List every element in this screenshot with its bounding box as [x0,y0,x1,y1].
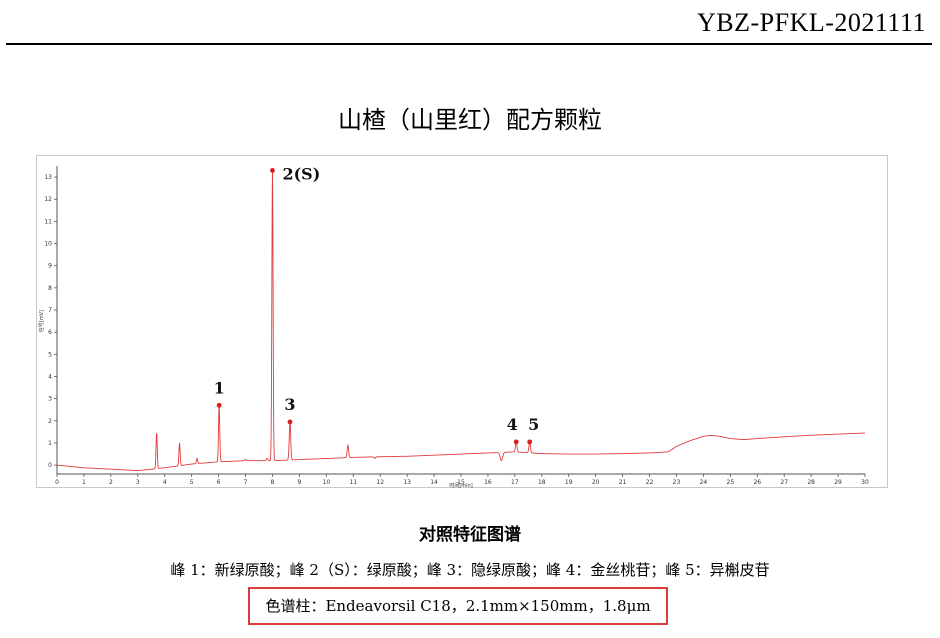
x-tick-label: 27 [780,479,788,486]
y-tick-label: 0 [48,462,52,469]
header-rule [6,43,932,45]
peak-identification-note: 峰 1：新绿原酸；峰 2（S）：绿原酸；峰 3：隐绿原酸；峰 4：金丝桃苷；峰 … [170,561,770,579]
peak-marker-4 [513,439,519,445]
y-tick-label: 4 [48,374,52,381]
x-tick-label: 26 [753,479,761,486]
y-tick-label: 8 [48,285,52,292]
x-tick-label: 22 [646,479,654,486]
y-tick-label: 2 [48,418,52,425]
chart-caption: 对照特征图谱 [419,525,521,545]
document-code: YBZ-PFKL-2021111 [697,8,926,37]
x-tick-label: 16 [484,479,492,486]
peak-label-5: 5 [528,415,539,434]
y-tick-label: 13 [44,174,52,181]
x-tick-label: 8 [271,479,275,486]
x-tick-label: 4 [163,479,167,486]
x-tick-label: 29 [834,479,842,486]
x-tick-label: 30 [861,479,869,486]
peak-marker-1 [216,402,222,408]
column-note-text: 色谱柱：Endeavorsil C18，2.1mm×150mm，1.8μm [265,597,651,615]
y-tick-label: 6 [48,329,52,336]
x-tick-label: 14 [430,479,438,486]
y-axis-label: 信号[mV] [38,310,45,332]
page-title: 山楂（山里红）配方颗粒 [338,106,602,134]
y-tick-label: 12 [44,196,52,203]
x-tick-label: 13 [403,479,411,486]
x-tick-label: 15 [457,479,465,486]
peak-marker-3 [287,419,293,425]
x-tick-label: 1 [82,479,86,486]
x-tick-label: 10 [323,479,331,486]
x-tick-label: 5 [190,479,194,486]
x-tick-label: 24 [700,479,708,486]
x-tick-label: 28 [807,479,815,486]
y-tick-label: 10 [44,241,52,248]
x-tick-label: 19 [565,479,573,486]
series-trace [56,170,866,472]
column-note-box: 色谱柱：Endeavorsil C18，2.1mm×150mm，1.8μm [248,587,668,625]
x-tick-label: 7 [244,479,248,486]
y-tick-label: 7 [48,307,52,314]
x-tick-label: 21 [619,479,627,486]
x-tick-label: 20 [592,479,600,486]
peak-label-3: 3 [284,395,295,414]
x-tick-label: 25 [727,479,735,486]
x-tick-label: 6 [217,479,221,486]
peak-label-2: 2(S) [282,164,320,183]
x-tick-label: 23 [673,479,681,486]
x-tick-label: 11 [349,479,357,486]
x-axis-label: 时间[min] [449,482,472,489]
x-tick-label: 0 [55,479,59,486]
chromatogram-chart: 0 1 2 3 4 5 6 7 8 9 10 11 12 13 14 15 16 17 18 19 20 21 22 23 24… [38,164,869,489]
y-tick-label: 9 [48,263,52,270]
x-tick-label: 2 [109,479,113,486]
x-tick-label: 12 [376,479,384,486]
peak-marker-5 [527,439,533,445]
y-tick-label: 11 [44,218,52,225]
peak-marker-2 [270,168,275,173]
y-tick-label: 5 [48,351,52,358]
x-tick-label: 18 [538,479,546,486]
x-tick-label: 3 [136,479,140,486]
x-tick-label: 9 [297,479,301,486]
y-tick-label: 3 [48,396,52,403]
x-tick-label: 17 [511,479,519,486]
peak-label-4: 4 [507,415,518,434]
y-tick-label: 1 [48,440,52,447]
peak-label-1: 1 [214,378,225,397]
chromatogram-frame: 0 1 2 3 4 5 6 7 8 9 10 11 12 13 14 15 16 17 18 19 20 21 22 23 24… [36,155,888,489]
